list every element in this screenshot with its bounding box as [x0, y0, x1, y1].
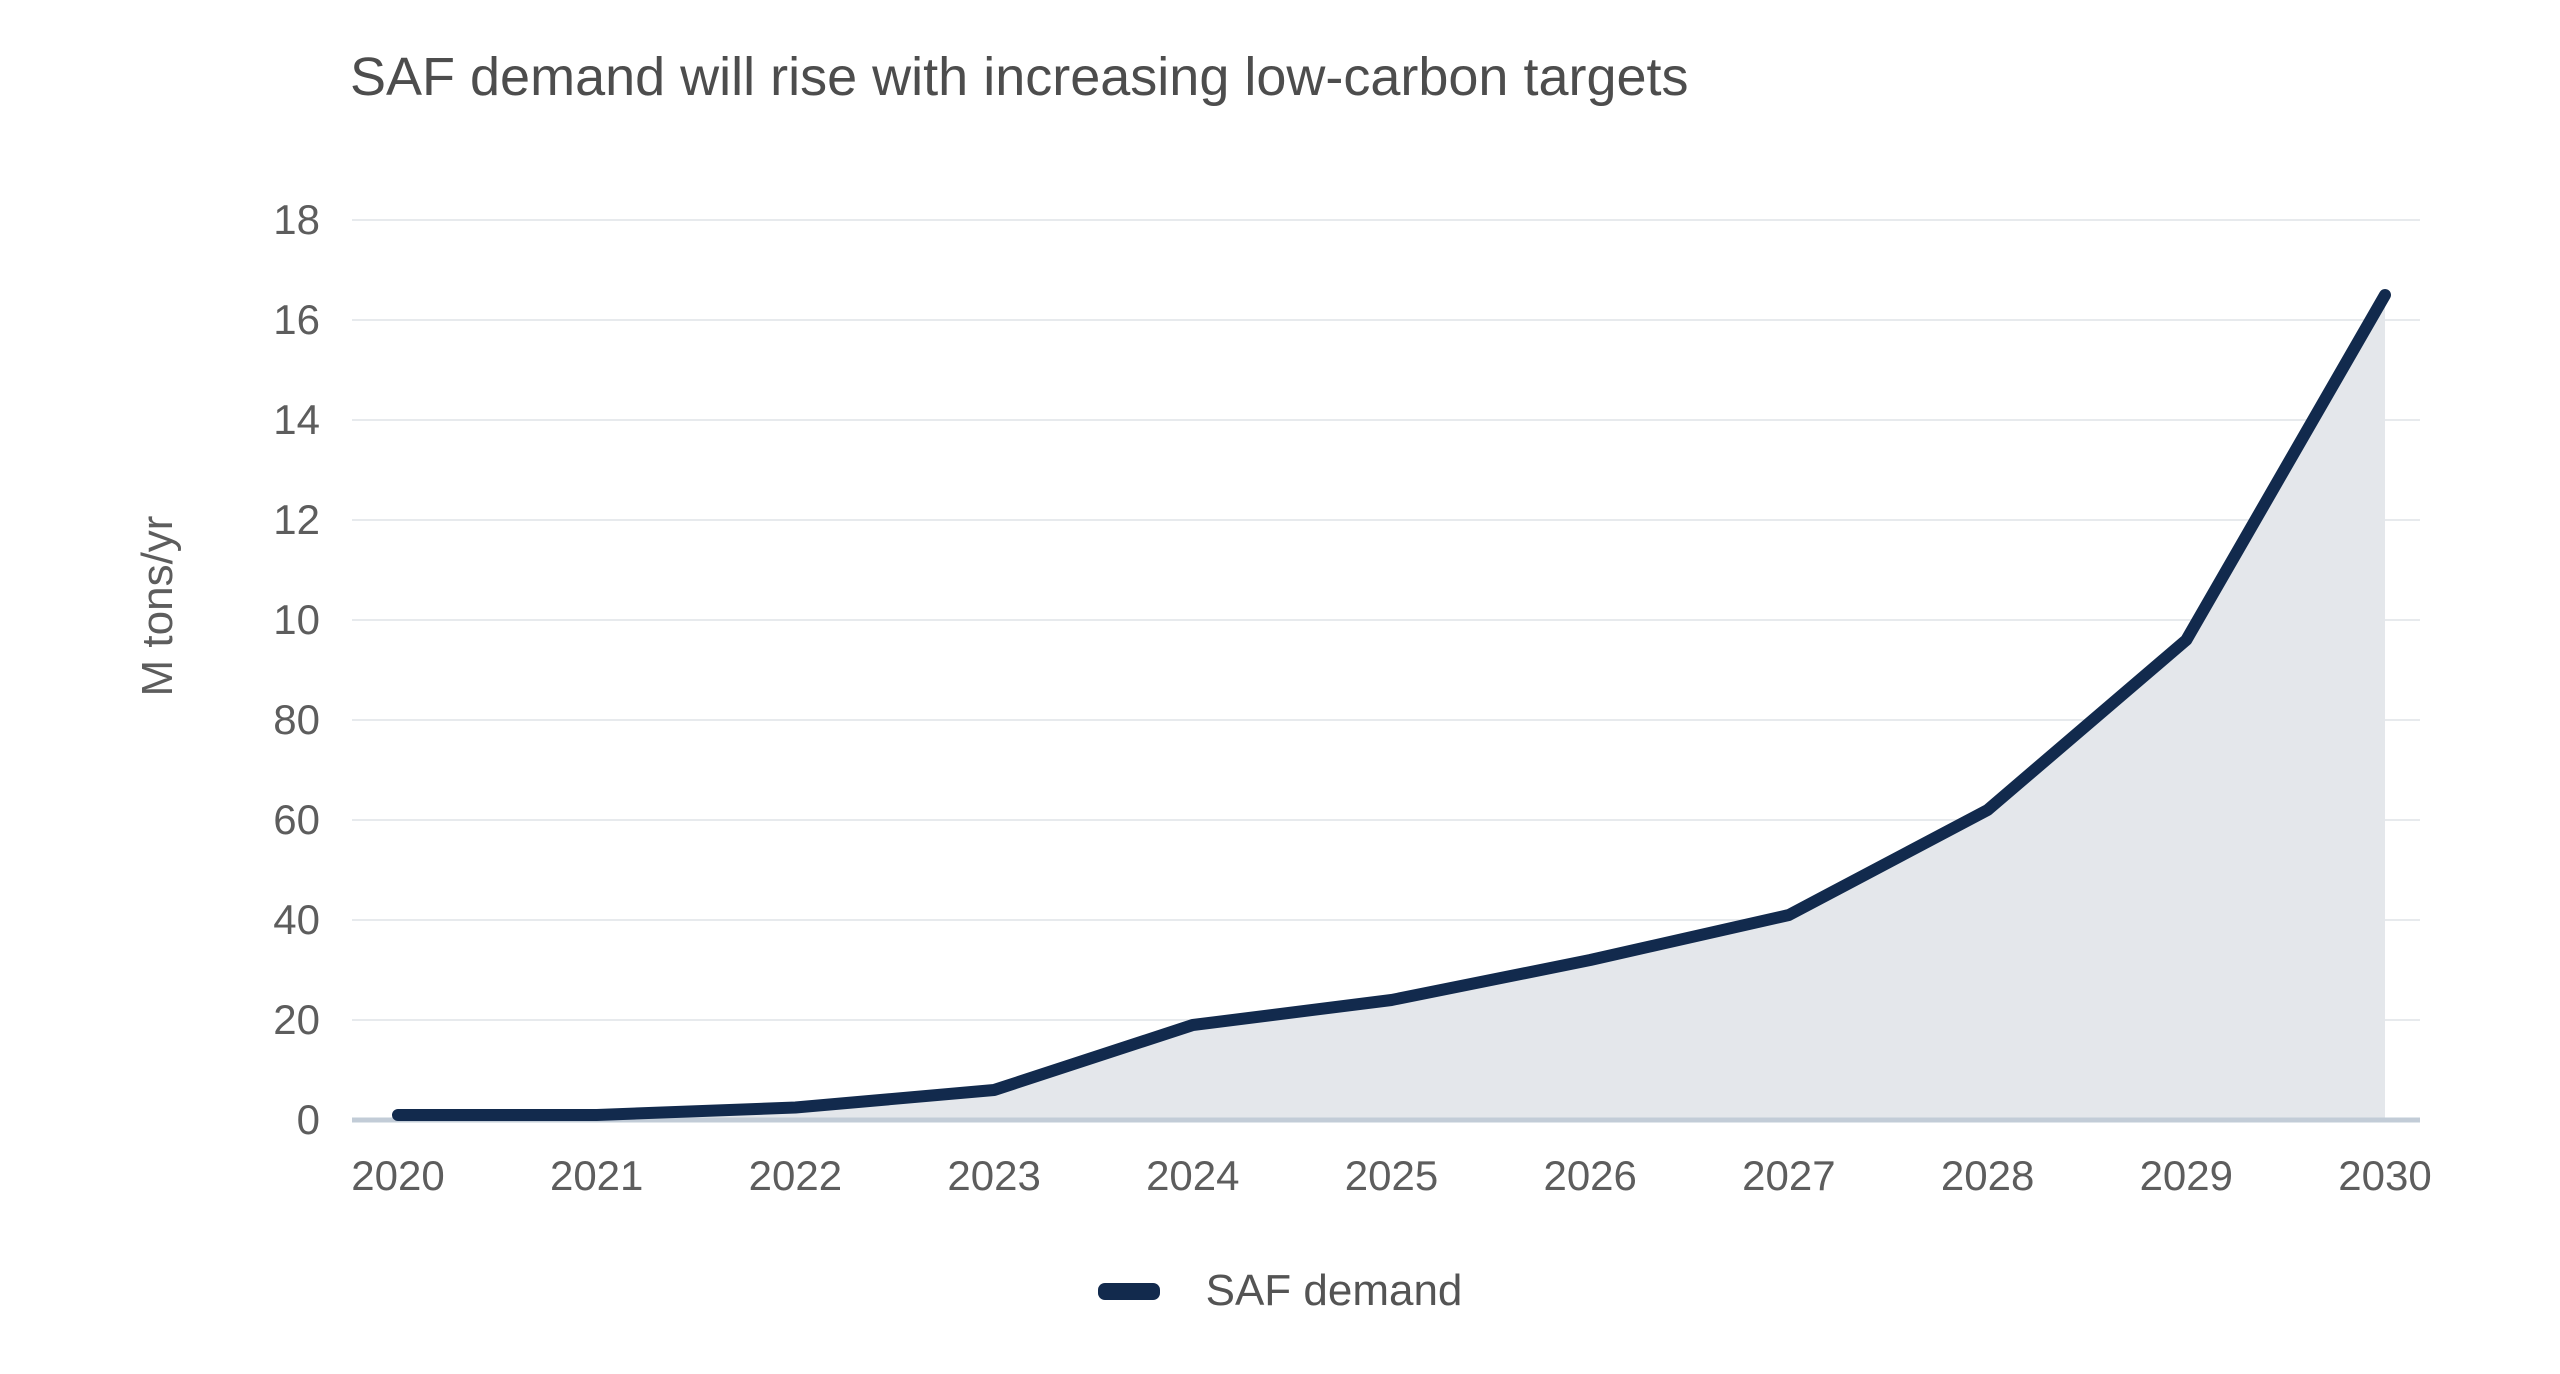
x-tick-label-2029: 2029: [2139, 1152, 2234, 1199]
y-tick-label-20: 20: [273, 996, 320, 1043]
y-tick-label-12: 12: [273, 496, 320, 543]
x-tick-label-2030: 2030: [2338, 1152, 2432, 1199]
x-tick-label-2025: 2025: [1344, 1152, 1439, 1199]
legend-label-saf-demand: SAF demand: [1205, 1266, 1463, 1315]
x-tick-label-2023: 2023: [947, 1152, 1041, 1199]
x-tick-label-2024: 2024: [1146, 1152, 1240, 1199]
chart-title: SAF demand will rise with increasing low…: [350, 47, 1689, 107]
x-tick-label-2022: 2022: [748, 1152, 843, 1199]
x-tick-label-2020: 2020: [351, 1152, 445, 1199]
y-tick-label-80: 80: [273, 696, 320, 743]
y-tick-label-10: 10: [273, 596, 320, 643]
x-tick-label-2026: 2026: [1543, 1152, 1637, 1199]
legend-swatch-saf-demand: [1097, 1282, 1160, 1300]
x-tick-label-2021: 2021: [549, 1152, 644, 1199]
y-tick-label-60: 60: [273, 796, 320, 843]
y-tick-label-14: 14: [273, 396, 320, 443]
x-tick-label-2028: 2028: [1940, 1152, 2035, 1199]
y-tick-label-16: 16: [273, 296, 320, 343]
y-tick-label-40: 40: [273, 896, 320, 943]
y-tick-label-0: 0: [296, 1096, 320, 1143]
y-tick-label-18: 18: [273, 196, 320, 243]
saf-demand-line: [392, 289, 2391, 1121]
saf-demand-area: [398, 295, 2385, 1120]
legend: SAF demand: [0, 1266, 2560, 1316]
x-tick-label-2027: 2027: [1742, 1152, 1836, 1199]
